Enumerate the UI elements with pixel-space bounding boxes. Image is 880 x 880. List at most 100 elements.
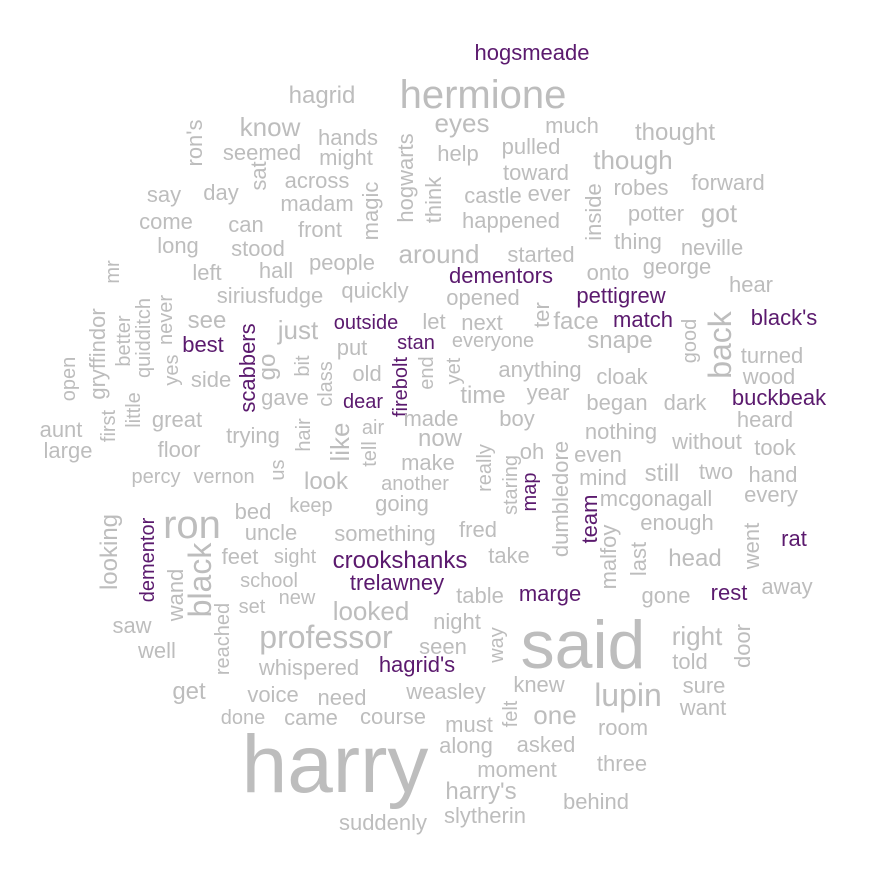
- cloud-word: another: [381, 473, 449, 495]
- cloud-word: nothing: [584, 419, 658, 444]
- cloud-word: take: [488, 543, 530, 568]
- cloud-word: hermione: [399, 73, 567, 117]
- cloud-word: seen: [419, 634, 467, 659]
- cloud-word: uncle: [244, 520, 298, 545]
- cloud-word: said: [520, 607, 646, 683]
- cloud-word: long: [157, 233, 199, 258]
- cloud-word: class: [315, 361, 337, 407]
- cloud-word: like: [325, 422, 355, 462]
- cloud-word: well: [138, 638, 176, 663]
- cloud-word: eyes: [434, 108, 490, 138]
- cloud-word: new: [278, 587, 316, 609]
- cloud-word: dear: [342, 391, 384, 413]
- cloud-word: two: [698, 459, 734, 484]
- cloud-word: put: [336, 335, 368, 360]
- cloud-word: mind: [579, 465, 627, 490]
- cloud-word: gryffindor: [85, 308, 110, 400]
- cloud-word: across: [284, 168, 350, 193]
- cloud-word: weasley: [406, 679, 486, 704]
- cloud-word: hogsmeade: [474, 40, 590, 65]
- cloud-word: best: [182, 332, 224, 357]
- cloud-word: want: [679, 695, 727, 720]
- cloud-word: pettigrew: [576, 283, 666, 308]
- cloud-word: behind: [562, 789, 630, 814]
- cloud-word: castle: [464, 183, 522, 208]
- cloud-word: let: [422, 309, 446, 334]
- cloud-word: looked: [332, 596, 410, 626]
- cloud-word: turned: [740, 343, 804, 368]
- cloud-word: black's: [750, 305, 818, 330]
- cloud-word: might: [319, 145, 373, 170]
- cloud-word: vernon: [193, 466, 255, 488]
- cloud-word: hand: [748, 462, 798, 487]
- cloud-word: though: [593, 145, 673, 175]
- cloud-word: onto: [586, 260, 630, 285]
- cloud-word: ter: [529, 302, 554, 328]
- cloud-word: saw: [112, 613, 152, 638]
- cloud-word: professor: [259, 619, 393, 655]
- cloud-word: percy: [131, 466, 181, 488]
- cloud-word: suddenly: [338, 810, 428, 835]
- cloud-word: next: [461, 310, 503, 335]
- cloud-word: hands: [318, 125, 378, 150]
- cloud-word: voice: [247, 682, 299, 707]
- cloud-word: keep: [289, 495, 333, 517]
- cloud-word: good: [679, 318, 701, 364]
- cloud-word: never: [155, 294, 177, 346]
- cloud-word: hear: [728, 272, 774, 297]
- cloud-word: table: [456, 583, 504, 608]
- cloud-word: cloak: [596, 364, 648, 389]
- cloud-word: reached: [212, 602, 234, 676]
- cloud-word: told: [672, 649, 708, 674]
- cloud-word: one: [533, 700, 577, 730]
- cloud-word: hagrid's: [378, 652, 456, 677]
- cloud-word: took: [754, 435, 796, 460]
- cloud-word: must: [445, 712, 493, 737]
- cloud-word: need: [317, 685, 367, 710]
- cloud-word: ron: [163, 503, 221, 547]
- cloud-word: done: [220, 707, 266, 729]
- cloud-word: school: [240, 570, 298, 592]
- cloud-word: old: [352, 361, 382, 386]
- cloud-word: pulled: [501, 134, 561, 159]
- cloud-word: trying: [226, 423, 280, 448]
- cloud-word: everyone: [451, 330, 535, 352]
- cloud-word: yet: [443, 357, 465, 385]
- cloud-word: three: [596, 751, 648, 776]
- cloud-word: went: [739, 522, 764, 570]
- cloud-word: really: [474, 444, 496, 492]
- cloud-word: thing: [614, 229, 662, 254]
- cloud-word: around: [398, 239, 480, 269]
- cloud-word: robes: [613, 175, 669, 200]
- cloud-word: toward: [502, 160, 570, 185]
- cloud-word: anything: [498, 357, 582, 382]
- cloud-word: asked: [516, 732, 576, 757]
- cloud-word: mcgonagall: [599, 486, 713, 511]
- cloud-word: match: [613, 307, 673, 332]
- cloud-word: bit: [292, 355, 314, 377]
- cloud-word: hall: [258, 258, 294, 283]
- cloud-word: better: [113, 315, 135, 367]
- cloud-word: head: [668, 545, 722, 572]
- cloud-word: ron's: [182, 119, 207, 167]
- cloud-word: gone: [641, 583, 691, 608]
- cloud-word: side: [190, 367, 232, 392]
- cloud-word: madam: [280, 191, 354, 216]
- cloud-word: enough: [640, 510, 714, 535]
- cloud-word: began: [586, 390, 648, 415]
- cloud-word: felt: [500, 700, 522, 728]
- cloud-word: much: [545, 113, 599, 138]
- cloud-word: seemed: [222, 140, 302, 165]
- cloud-word: sight: [273, 546, 317, 568]
- cloud-word: whispered: [258, 655, 360, 680]
- cloud-word: got: [700, 198, 738, 228]
- cloud-word: slytherin: [444, 803, 526, 828]
- cloud-word: dumbledore: [548, 440, 573, 558]
- cloud-word: dementor: [137, 517, 159, 603]
- cloud-word: back: [702, 311, 738, 379]
- cloud-word: make: [401, 450, 455, 475]
- cloud-word: staring: [500, 454, 522, 516]
- cloud-word: siriusfudge: [216, 283, 324, 308]
- cloud-word: fred: [459, 517, 497, 542]
